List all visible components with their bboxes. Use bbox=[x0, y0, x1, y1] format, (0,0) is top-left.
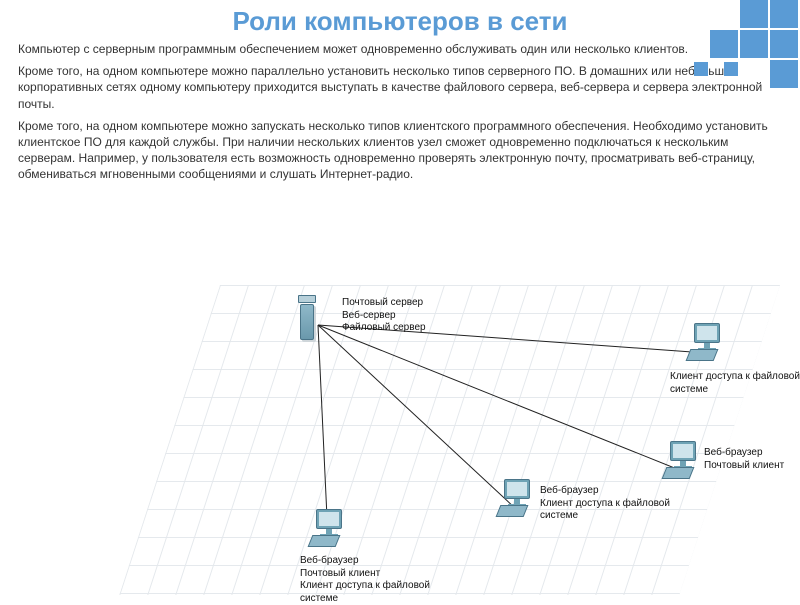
node-label: Веб-браузерПочтовый клиент bbox=[704, 447, 784, 472]
network-diagram: Почтовый серверВеб-серверФайловый сервер… bbox=[220, 285, 780, 595]
node-label: Веб-браузерКлиент доступа к файловойсист… bbox=[540, 485, 670, 523]
node-label: Клиент доступа к файловойсистеме bbox=[670, 371, 800, 396]
client-node bbox=[310, 509, 350, 553]
client-node bbox=[498, 479, 538, 523]
corner-squares bbox=[680, 0, 800, 110]
server-node bbox=[300, 295, 340, 339]
client-node bbox=[688, 323, 728, 367]
node-label: Веб-браузерПочтовый клиентКлиент доступа… bbox=[300, 555, 430, 605]
paragraph-3: Кроме того, на одном компьютере можно за… bbox=[0, 114, 800, 185]
client-node bbox=[664, 441, 704, 485]
node-label: Почтовый серверВеб-серверФайловый сервер bbox=[342, 297, 426, 335]
